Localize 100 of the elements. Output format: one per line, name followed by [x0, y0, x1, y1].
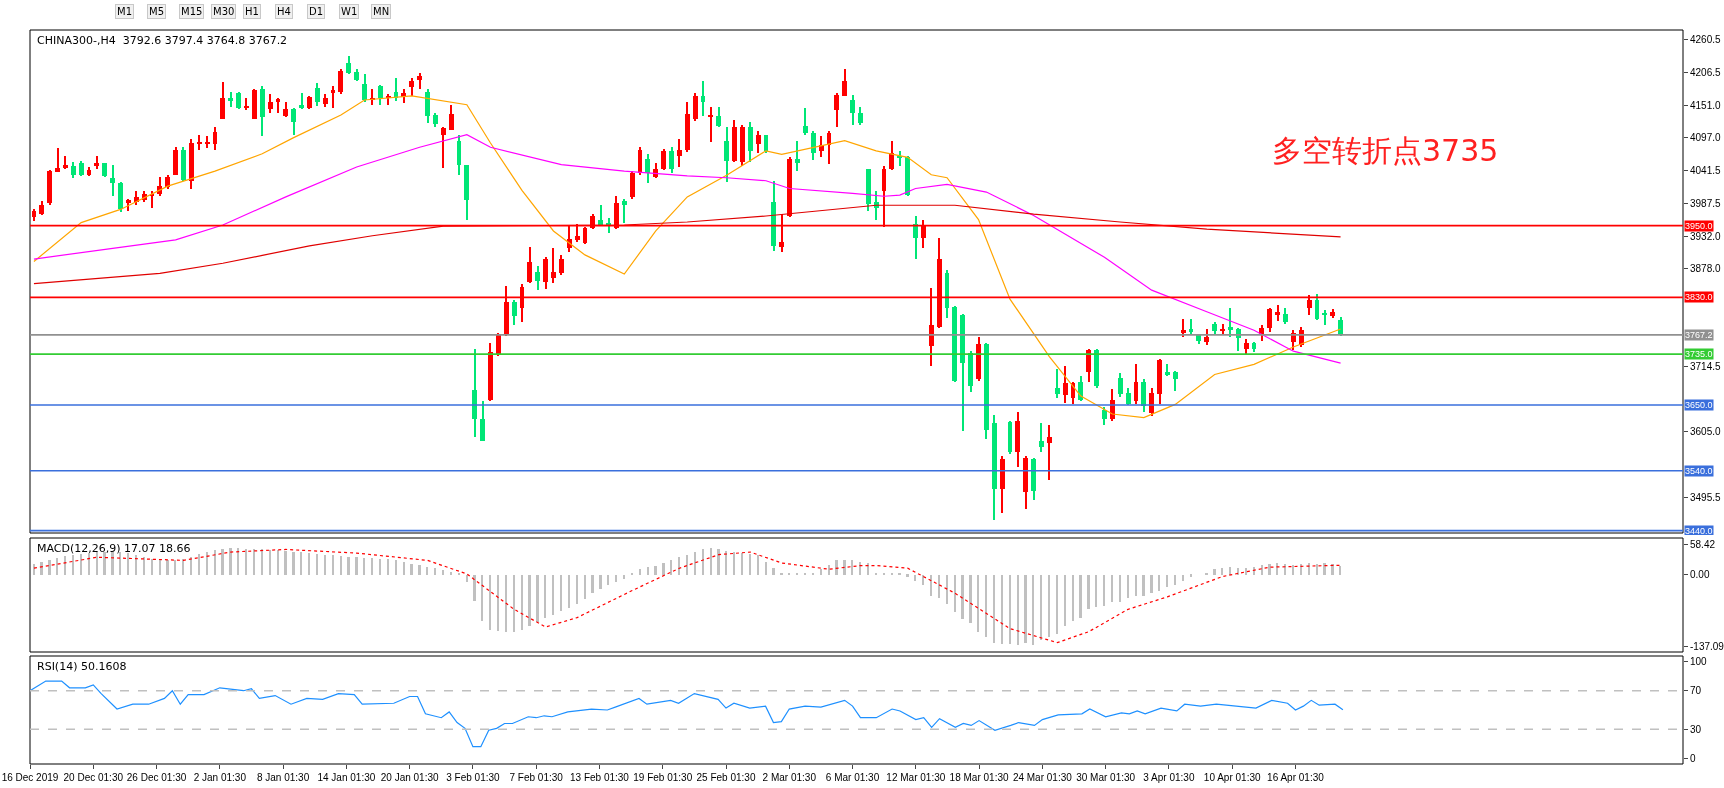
bar	[1284, 564, 1286, 575]
bar	[410, 564, 413, 575]
bar	[466, 575, 468, 582]
bar	[568, 575, 570, 608]
bar	[119, 552, 121, 575]
y-tick-label: 100	[1690, 656, 1708, 668]
bar	[828, 565, 830, 575]
x-tick-label: 19 Feb 01:30	[633, 772, 693, 783]
bar	[1339, 566, 1341, 575]
bar	[1048, 575, 1050, 637]
bar	[1182, 575, 1184, 581]
bar	[300, 552, 302, 575]
bar	[820, 569, 822, 575]
bar	[1095, 575, 1097, 607]
bar	[1142, 575, 1145, 596]
bar	[253, 549, 255, 575]
y-tick-label: 58.42	[1690, 539, 1716, 551]
bar	[1300, 564, 1302, 575]
y-tick-label: 4206.5	[1690, 66, 1722, 78]
y-tick-label: 3878.0	[1690, 263, 1722, 275]
bar	[88, 553, 90, 575]
bar	[733, 552, 735, 575]
bar	[1190, 574, 1192, 577]
bar	[292, 552, 295, 575]
x-tick-label: 20 Jan 01:30	[380, 772, 439, 783]
bar	[245, 549, 247, 575]
y-tick-label: 4151.0	[1690, 99, 1722, 111]
x-tick-label: 26 Dec 01:30	[126, 772, 187, 783]
chart-title: RSI(14) 50.1608	[37, 660, 127, 673]
bar	[521, 575, 523, 630]
bar	[505, 575, 507, 632]
bar	[1017, 575, 1019, 645]
bar	[851, 560, 853, 575]
bar	[324, 555, 326, 575]
bar	[48, 560, 51, 575]
bar	[1261, 565, 1263, 575]
bar	[308, 553, 310, 575]
bar	[1064, 575, 1066, 626]
text: W1	[341, 6, 358, 17]
bar	[1024, 575, 1027, 643]
y-tick-label: 0	[1690, 752, 1696, 764]
bar	[1072, 575, 1074, 621]
y-tick-label: 3714.5	[1690, 360, 1722, 372]
bar	[96, 552, 98, 575]
bar	[206, 552, 208, 575]
bar	[1158, 575, 1160, 591]
bar	[930, 575, 932, 596]
bar	[418, 565, 421, 575]
bar	[1079, 575, 1082, 618]
bar	[985, 575, 987, 637]
bar	[56, 558, 58, 575]
line-series	[30, 680, 1344, 748]
bar	[710, 548, 712, 575]
x-tick-label: 25 Feb 01:30	[696, 772, 756, 783]
bar	[1087, 575, 1090, 609]
bar	[261, 549, 263, 575]
bar	[1103, 575, 1105, 606]
bar	[1268, 564, 1271, 575]
bar	[1119, 575, 1121, 602]
bar	[536, 575, 539, 622]
text: H1	[245, 6, 259, 17]
bar	[143, 557, 145, 575]
bar	[426, 567, 428, 575]
bar	[717, 549, 720, 575]
bar	[1111, 575, 1113, 602]
bar	[615, 575, 617, 582]
bar	[1316, 564, 1318, 575]
bar	[914, 575, 916, 581]
bar	[127, 553, 129, 575]
bar	[1166, 575, 1168, 587]
bar	[1056, 575, 1058, 634]
bar	[489, 575, 491, 630]
y-tick-label: 70	[1690, 685, 1702, 697]
bar	[1001, 575, 1003, 644]
y-tick-label: 3932.0	[1690, 230, 1722, 242]
bar	[1331, 564, 1334, 575]
x-tick-label: 16 Apr 01:30	[1267, 772, 1325, 783]
bar	[214, 550, 216, 575]
bar	[103, 552, 106, 575]
x-tick-label: 10 Apr 01:30	[1203, 772, 1261, 783]
text: M15	[181, 6, 203, 17]
y-tick-label: -137.09	[1690, 640, 1724, 652]
chart-title: CHINA300-,H4 3792.6 3797.4 3764.8 3767.2	[37, 34, 288, 47]
ref-line-label: 3830.0	[1685, 292, 1713, 302]
bar	[843, 560, 846, 575]
bar	[946, 575, 948, 604]
text: M1	[117, 6, 132, 17]
candlestick	[708, 107, 713, 142]
x-tick-label: 12 Mar 01:30	[886, 772, 946, 783]
x-tick-label: 2 Jan 01:30	[193, 772, 247, 783]
bar	[584, 575, 586, 599]
bar	[741, 553, 743, 575]
bar	[111, 552, 114, 575]
y-tick-label: 30	[1690, 723, 1702, 735]
bar	[198, 554, 200, 575]
bar	[528, 575, 531, 626]
bar	[749, 554, 751, 575]
bar	[395, 560, 397, 575]
chart-title: MACD(12,26,9) 17.07 18.66	[37, 542, 191, 555]
text: MN	[373, 6, 390, 17]
